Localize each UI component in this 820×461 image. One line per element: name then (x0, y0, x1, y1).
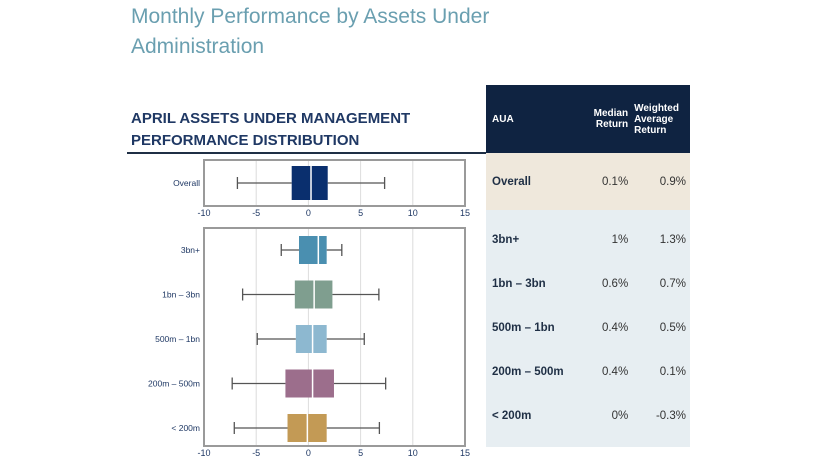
category-label: 3bn+ (181, 245, 200, 255)
table-row: 3bn+ 1% 1.3% (486, 218, 690, 262)
x-tick-label: 0 (306, 208, 311, 218)
category-label: 200m – 500m (148, 379, 200, 389)
x-tick-label: 0 (306, 448, 311, 458)
x-tick-label: 5 (358, 448, 363, 458)
box (291, 166, 328, 200)
cell-weighted: 0.1% (659, 366, 686, 378)
cell-aua: < 200m (492, 410, 532, 422)
boxplot-panel: -10 -5 0 5 10 15 Overall (173, 159, 470, 218)
cell-median: 0% (611, 410, 629, 422)
category-label: 500m – 1bn (155, 334, 200, 344)
cell-aua: Overall (492, 175, 531, 188)
box (295, 325, 327, 353)
table-row: 200m – 500m 0.4% 0.1% (486, 350, 690, 394)
boxplot-chart: -10 -5 0 5 10 15 Overall -10 -5 0 5 10 15 3bn+ 1bn – 3… (148, 159, 470, 458)
header-median: Median Return (593, 108, 629, 130)
box (285, 369, 334, 398)
page-title: Monthly Performance by Assets Under Admi… (131, 5, 490, 58)
x-tick-label: 10 (408, 208, 418, 218)
table-row: 500m – 1bn 0.4% 0.5% (486, 306, 690, 350)
cell-weighted: 0.5% (659, 322, 686, 334)
x-tick-label: -5 (252, 208, 260, 218)
table-row: 1bn – 3bn 0.6% 0.7% (486, 262, 690, 306)
cell-weighted: 0.7% (659, 278, 686, 290)
header-aua: AUA (492, 113, 514, 125)
cell-median: 0.6% (601, 278, 629, 290)
header-weighted: Weighted Average Return (634, 102, 679, 136)
x-tick-label: -10 (197, 448, 210, 458)
boxplot-panel: -10 -5 0 5 10 15 3bn+ 1bn – 3bn 500m – 1bn 200m –… (148, 227, 470, 458)
x-tick-label: 15 (460, 208, 470, 218)
cell-aua: 200m – 500m (492, 366, 564, 378)
x-tick-label: 10 (408, 448, 418, 458)
plot-frame (203, 227, 466, 447)
cell-weighted: -0.3% (655, 410, 686, 422)
returns-table: AUA Median Return Weighted Average Retur… (486, 85, 690, 447)
cell-median: 0.4% (601, 322, 629, 334)
table-group-rows: 3bn+ 1% 1.3% 1bn – 3bn 0.6% 0.7% 500m – 1bn 0… (486, 210, 690, 447)
cell-weighted: 0.9% (659, 175, 686, 188)
table-row-overall: Overall 0.1% 0.9% (486, 153, 690, 210)
title-divider (127, 152, 487, 154)
cell-aua: 3bn+ (492, 234, 520, 246)
cell-median: 1% (611, 234, 629, 246)
x-tick-label: -5 (252, 448, 260, 458)
table-row: < 200m 0% -0.3% (486, 394, 690, 438)
category-label: Overall (173, 178, 200, 188)
table-header: AUA Median Return Weighted Average Retur… (486, 85, 690, 153)
x-tick-label: 15 (460, 448, 470, 458)
x-tick-label: -10 (197, 208, 210, 218)
x-tick-label: 5 (358, 208, 363, 218)
cell-median: 0.4% (601, 366, 629, 378)
cell-aua: 500m – 1bn (492, 322, 555, 334)
category-label: 1bn – 3bn (162, 290, 200, 300)
chart-title: APRIL ASSETS UNDER MANAGEMENT PERFORMANC… (131, 110, 411, 149)
cell-weighted: 1.3% (659, 234, 686, 246)
category-label: < 200m (171, 423, 200, 433)
cell-median: 0.1% (601, 175, 629, 188)
plot-frame (203, 159, 466, 207)
cell-aua: 1bn – 3bn (492, 278, 546, 290)
box (299, 236, 327, 264)
